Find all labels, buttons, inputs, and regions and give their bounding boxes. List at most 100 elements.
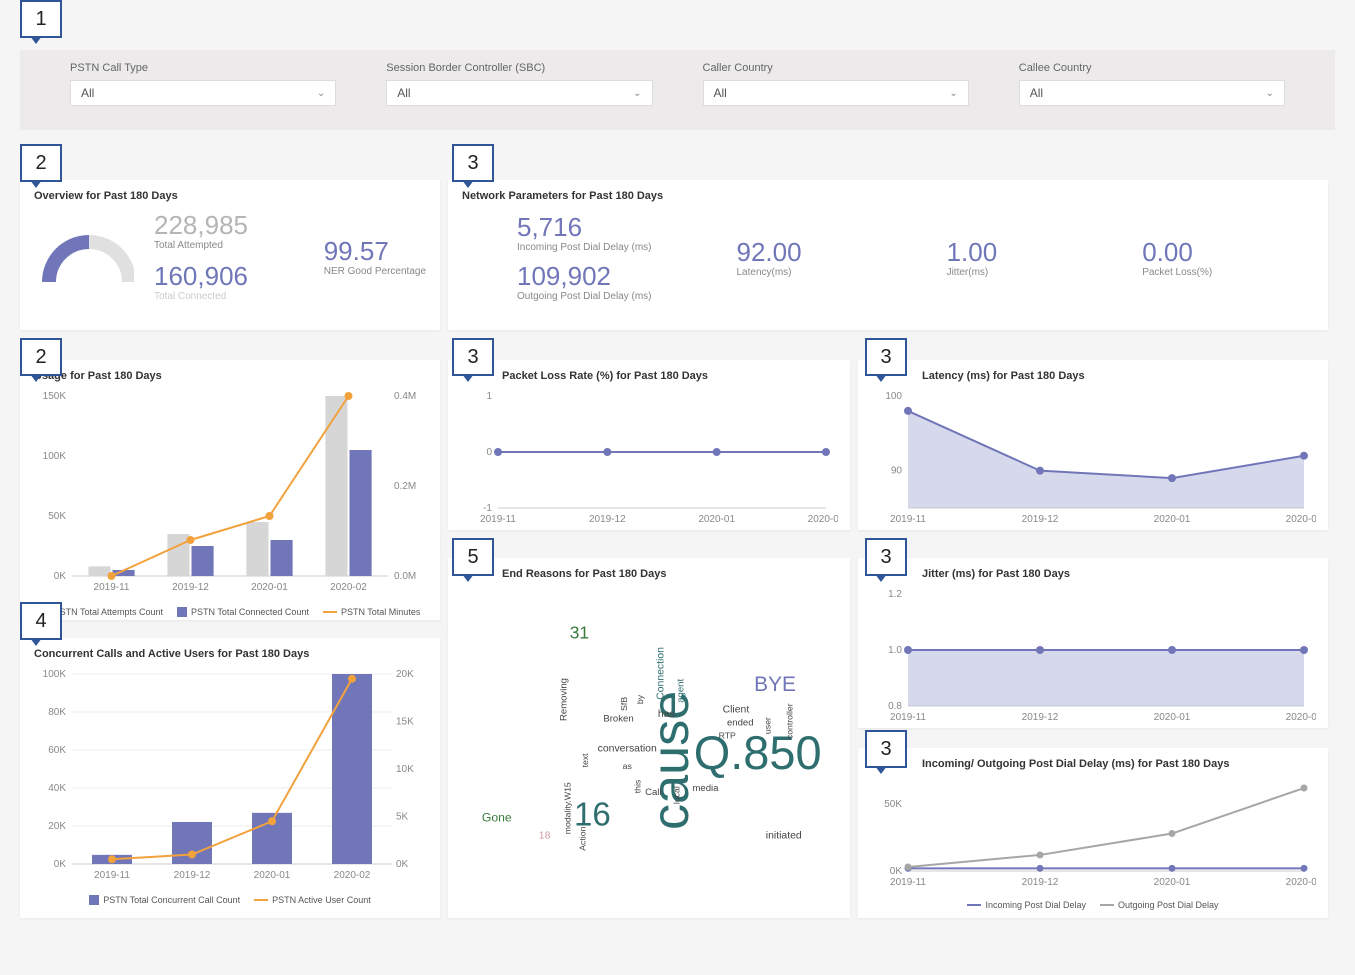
annotation-3c: 3 <box>865 338 907 376</box>
filter-value: All <box>397 86 410 100</box>
packet-loss-label: Packet Loss(%) <box>1142 267 1212 278</box>
jitter-value: 1.00 <box>947 239 998 265</box>
legend-label: PSTN Total Minutes <box>341 607 420 617</box>
svg-text:2019-12: 2019-12 <box>1022 877 1059 888</box>
outgoing-delay-label: Outgoing Post Dial Delay (ms) <box>517 291 652 302</box>
svg-text:0K: 0K <box>54 859 67 870</box>
svg-text:2019-12: 2019-12 <box>172 582 209 593</box>
svg-text:2019-12: 2019-12 <box>1022 712 1059 723</box>
svg-text:this: this <box>632 779 642 793</box>
svg-text:2020-02: 2020-02 <box>1286 712 1316 723</box>
svg-text:90: 90 <box>891 466 903 477</box>
svg-text:0.2M: 0.2M <box>394 481 416 492</box>
svg-text:2020-01: 2020-01 <box>1154 712 1191 723</box>
svg-text:Action: Action <box>577 826 587 850</box>
svg-text:100K: 100K <box>43 669 67 680</box>
svg-text:2020-02: 2020-02 <box>1286 877 1316 888</box>
annotation-2b: 2 <box>20 338 62 376</box>
svg-text:modality.W15: modality.W15 <box>563 782 573 834</box>
svg-text:has: has <box>658 709 675 720</box>
svg-text:controller: controller <box>784 703 794 739</box>
svg-text:0.0M: 0.0M <box>394 571 416 582</box>
wordcloud-chart[interactable]: causeQ.85016BYE31Gone18ConnectionagentCl… <box>462 588 862 898</box>
legend-label: Outgoing Post Dial Delay <box>1118 900 1219 910</box>
filter-label: PSTN Call Type <box>70 62 336 74</box>
svg-text:text: text <box>580 753 590 768</box>
filter-select-pstn-call-type[interactable]: All ⌄ <box>70 80 336 106</box>
card-dial-delay-chart: Incoming/ Outgoing Post Dial Delay (ms) … <box>858 748 1328 918</box>
svg-text:20K: 20K <box>48 821 66 832</box>
jitter-label: Jitter(ms) <box>947 267 998 278</box>
card-title: Incoming/ Outgoing Post Dial Delay (ms) … <box>872 758 1314 770</box>
filter-label: Callee Country <box>1019 62 1285 74</box>
annotation-3e: 3 <box>865 730 907 768</box>
svg-text:0.4M: 0.4M <box>394 391 416 402</box>
svg-text:2020-01: 2020-01 <box>1154 877 1191 888</box>
svg-text:initiated: initiated <box>766 831 802 842</box>
svg-text:RTP: RTP <box>719 731 736 741</box>
svg-text:2020-01: 2020-01 <box>1154 514 1191 525</box>
svg-text:2019-12: 2019-12 <box>589 514 626 525</box>
svg-text:as: as <box>623 761 633 771</box>
svg-text:2020-02: 2020-02 <box>1286 514 1316 525</box>
card-title: Jitter (ms) for Past 180 Days <box>872 568 1314 580</box>
gauge-chart <box>34 217 134 297</box>
annotation-3a: 3 <box>452 144 494 182</box>
svg-text:SfB: SfB <box>619 697 629 711</box>
svg-text:Q.850: Q.850 <box>694 726 822 779</box>
card-concurrent-chart: Concurrent Calls and Active Users for Pa… <box>20 638 440 918</box>
filter-label: Session Border Controller (SBC) <box>386 62 652 74</box>
total-connected-label: Total Connected <box>154 291 304 302</box>
svg-text:100K: 100K <box>43 451 67 462</box>
svg-text:Broken: Broken <box>603 713 633 724</box>
filter-value: All <box>1030 86 1043 100</box>
card-jitter-chart: Jitter (ms) for Past 180 Days 0.81.01.22… <box>858 558 1328 728</box>
filter-sbc: Session Border Controller (SBC) All ⌄ <box>386 62 652 118</box>
filter-bar: PSTN Call Type All ⌄ Session Border Cont… <box>20 50 1335 130</box>
svg-text:2019-11: 2019-11 <box>94 582 130 593</box>
svg-text:Connection: Connection <box>656 647 667 700</box>
card-title: End Reasons for Past 180 Days <box>462 568 836 580</box>
dial-delay-chart[interactable]: 0K50K2019-112019-122020-012020-02 <box>872 778 1316 893</box>
svg-text:50K: 50K <box>884 799 902 810</box>
svg-text:2019-12: 2019-12 <box>1022 514 1059 525</box>
latency-value: 92.00 <box>737 239 802 265</box>
svg-text:40K: 40K <box>48 783 66 794</box>
legend: PSTN Total Attempts Count PSTN Total Con… <box>34 607 426 617</box>
svg-text:-1: -1 <box>483 503 492 514</box>
card-network-params: Network Parameters for Past 180 Days 5,7… <box>448 180 1328 330</box>
svg-text:15K: 15K <box>396 717 414 728</box>
jitter-chart[interactable]: 0.81.01.22019-112019-122020-012020-02 <box>872 588 1316 728</box>
svg-text:18: 18 <box>539 831 551 842</box>
packet-loss-chart[interactable]: -1012019-112019-122020-012020-02 <box>462 390 838 530</box>
filter-label: Caller Country <box>703 62 969 74</box>
latency-label: Latency(ms) <box>737 267 802 278</box>
card-title: Overview for Past 180 Days <box>34 190 426 202</box>
svg-text:150K: 150K <box>43 391 67 402</box>
legend: PSTN Total Concurrent Call Count PSTN Ac… <box>34 895 426 905</box>
svg-text:1.0: 1.0 <box>888 645 902 656</box>
latency-chart[interactable]: 901002019-112019-122020-012020-02 <box>872 390 1316 530</box>
svg-text:0K: 0K <box>396 859 409 870</box>
svg-text:50K: 50K <box>48 511 66 522</box>
svg-text:Client: Client <box>723 705 750 716</box>
filter-select-callee-country[interactable]: All ⌄ <box>1019 80 1285 106</box>
card-wordcloud: End Reasons for Past 180 Days causeQ.850… <box>448 558 850 918</box>
svg-text:Removing: Removing <box>558 678 569 721</box>
card-packet-loss-chart: Packet Loss Rate (%) for Past 180 Days -… <box>448 360 850 530</box>
concurrent-chart[interactable]: 0K20K40K60K80K100K0K5K10K15K20K2019-1120… <box>34 668 426 888</box>
filter-select-caller-country[interactable]: All ⌄ <box>703 80 969 106</box>
filter-select-sbc[interactable]: All ⌄ <box>386 80 652 106</box>
legend: Incoming Post Dial Delay Outgoing Post D… <box>872 900 1314 910</box>
svg-text:0.8: 0.8 <box>888 701 902 712</box>
svg-text:2020-02: 2020-02 <box>334 870 371 881</box>
filter-value: All <box>714 86 727 100</box>
usage-chart[interactable]: 0K50K100K150K0.0M0.2M0.4M2019-112019-122… <box>34 390 426 600</box>
annotation-3b: 3 <box>452 338 494 376</box>
legend-label: PSTN Total Connected Count <box>191 607 309 617</box>
chevron-down-icon: ⌄ <box>1266 88 1274 99</box>
card-title: Network Parameters for Past 180 Days <box>462 190 1314 202</box>
svg-text:0: 0 <box>486 447 492 458</box>
filter-caller-country: Caller Country All ⌄ <box>703 62 969 118</box>
svg-text:media: media <box>692 783 719 794</box>
